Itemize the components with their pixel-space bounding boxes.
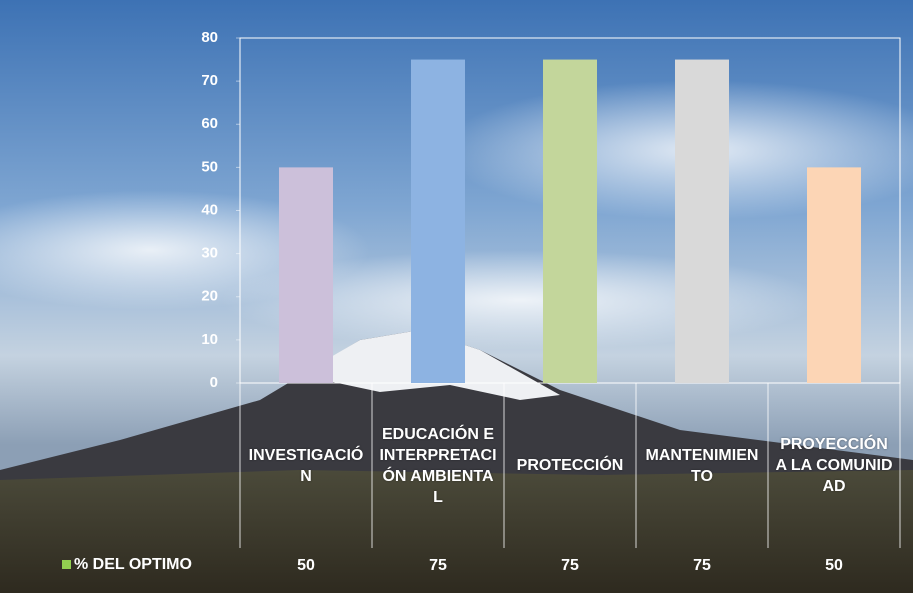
- y-tick-label: 50: [201, 158, 218, 175]
- bar: [675, 59, 729, 383]
- table-value: 75: [429, 557, 447, 574]
- category-label: PROYECCIÓN A LA COMUNIDAD: [775, 436, 893, 495]
- y-tick-label: 20: [201, 288, 218, 305]
- y-tick-label: 40: [201, 201, 218, 218]
- y-tick-label: 80: [201, 29, 218, 46]
- y-tick-label: 30: [201, 245, 218, 262]
- bar: [807, 167, 861, 383]
- bar: [279, 167, 333, 383]
- y-tick-label: 10: [201, 331, 218, 348]
- category-label: INVESTIGACIÓN: [248, 446, 364, 485]
- category-label: PROTECCIÓN: [516, 457, 624, 474]
- ground: [0, 470, 913, 593]
- table-value: 75: [561, 557, 579, 574]
- y-tick-label: 70: [201, 72, 218, 89]
- bar: [543, 59, 597, 383]
- table-value: 50: [297, 557, 315, 574]
- y-tick-label: 60: [201, 115, 218, 132]
- legend-label: % DEL OPTIMO: [74, 556, 192, 573]
- table-value: 50: [825, 557, 843, 574]
- y-tick-label: 0: [210, 374, 218, 391]
- category-label: EDUCACIÓN E INTERPRETACIÓN AMBIENTAL: [379, 425, 497, 506]
- cloud: [220, 250, 820, 350]
- bar: [411, 59, 465, 383]
- category-label: MANTENIMIENTO: [645, 446, 759, 485]
- table-value: 75: [693, 557, 711, 574]
- legend-marker: [62, 560, 71, 569]
